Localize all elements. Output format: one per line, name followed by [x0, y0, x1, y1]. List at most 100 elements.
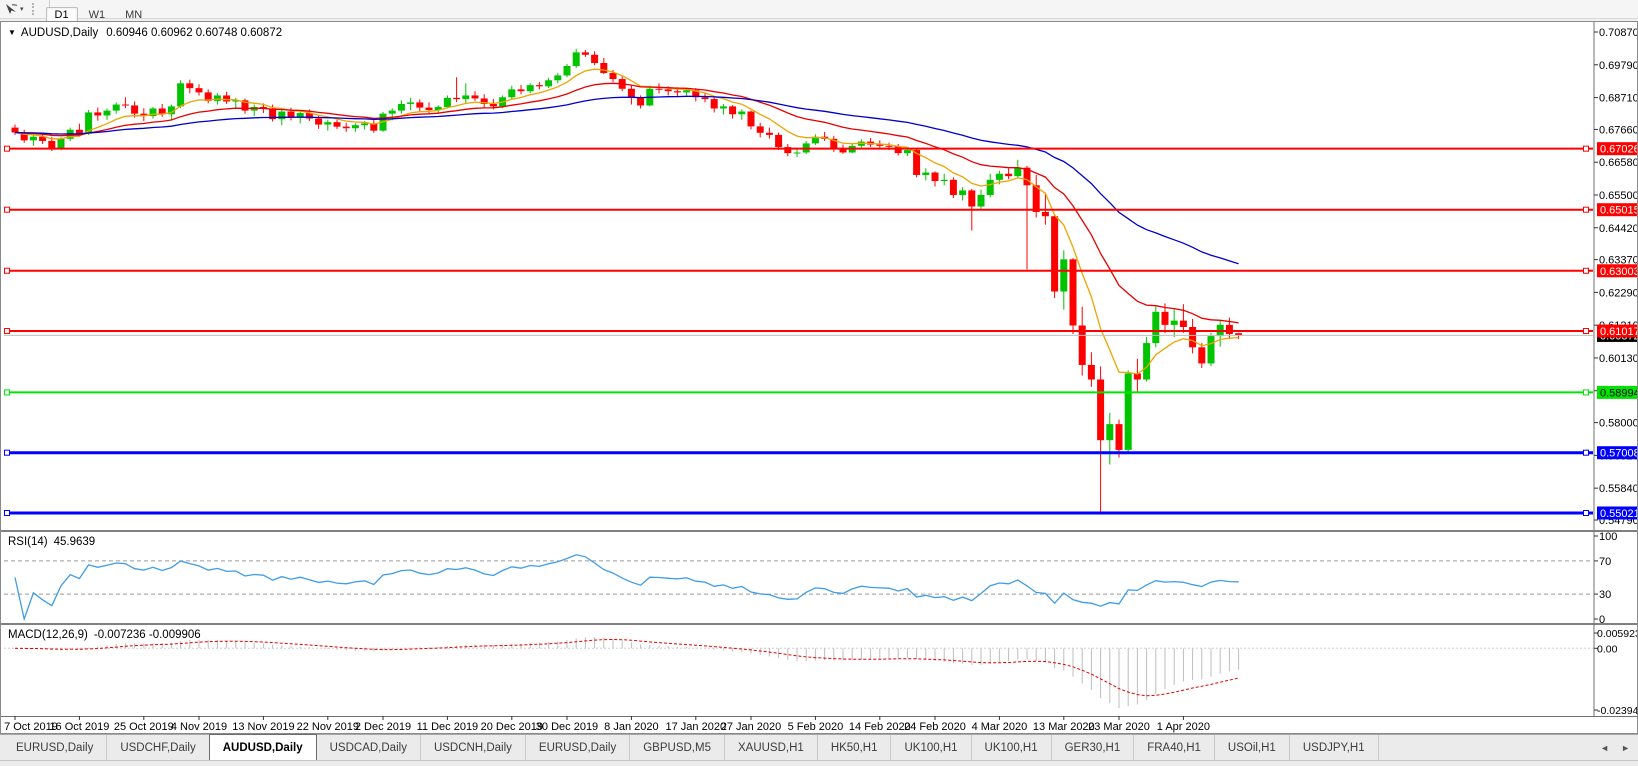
level-line-handle[interactable]: [1583, 449, 1589, 456]
chart-tab-xauusd-h1-7[interactable]: XAUUSD,H1: [725, 735, 818, 760]
horizontal-level-line-0.63003[interactable]: [4, 267, 1593, 274]
candle-body: [830, 138, 838, 150]
date-tick-label: 23 Mar 2020: [1088, 721, 1150, 733]
candle-body: [480, 98, 488, 104]
timeframe-button-mn[interactable]: MN: [125, 9, 143, 21]
timeframe-button-w1[interactable]: W1: [88, 9, 106, 21]
chart-symbol-label: AUDUSD,Daily: [20, 27, 99, 39]
level-line-handle[interactable]: [4, 206, 10, 213]
level-line-handle[interactable]: [1583, 145, 1589, 152]
chart-tabs: EURUSD,Daily USDCHF,Daily AUDUSD,Daily USDC…: [3, 734, 1379, 760]
toolbar-grip[interactable]: [31, 3, 39, 15]
date-tick-label: 25 Oct 2019: [114, 721, 174, 733]
level-line-handle[interactable]: [4, 267, 10, 274]
chart-tab-fra40-h1-12[interactable]: FRA40,H1: [1134, 735, 1215, 760]
candle-body: [1041, 211, 1049, 217]
level-line-handle[interactable]: [4, 449, 10, 456]
level-line-handle[interactable]: [4, 145, 10, 152]
price-tick-label: 0.60130: [1599, 353, 1637, 365]
chart-tab-eurusd-daily-0[interactable]: EURUSD,Daily: [3, 735, 108, 760]
price-tick-label: 0.70870: [1599, 27, 1637, 39]
candle-body: [85, 112, 93, 134]
date-tick-label: 30 Dec 2019: [536, 721, 598, 733]
candle-body: [333, 122, 341, 127]
candle-body: [885, 145, 893, 147]
candle-body: [213, 95, 221, 101]
date-tick-label: 17 Jan 2020: [666, 721, 727, 733]
chart-tab-usdcad-daily-3[interactable]: USDCAD,Daily: [317, 735, 421, 760]
candle-body: [931, 172, 939, 182]
timeframe-button-d1[interactable]: D1: [45, 7, 78, 23]
candle-body: [1161, 311, 1169, 325]
candle-body: [1106, 424, 1114, 441]
candle-body: [1235, 333, 1243, 336]
candle-body: [1032, 185, 1040, 212]
tabs-scroll-right-icon[interactable]: ►: [1621, 742, 1630, 753]
level-price-badge-0.65015: 0.65015: [1597, 203, 1637, 217]
moving-average-line-8: [14, 68, 1239, 375]
badge-text: 0.65015: [1600, 205, 1637, 217]
rsi-tick-label: 30: [1599, 589, 1611, 601]
candle-body: [315, 118, 323, 125]
chart-tab-audusd-daily-2[interactable]: AUDUSD,Daily: [208, 734, 317, 760]
candle-body: [397, 103, 405, 111]
price-tick-label: 0.55840: [1599, 483, 1637, 495]
pane-frame: [1, 22, 1637, 717]
candle-body: [1198, 347, 1206, 364]
horizontal-level-line-0.67026[interactable]: [4, 145, 1593, 152]
chart-tab-hk50-h1-8[interactable]: HK50,H1: [818, 735, 892, 760]
pointer-tool-button[interactable]: ▾: [0, 3, 28, 16]
date-tick-label: 1 Apr 2020: [1157, 721, 1210, 733]
candle-body: [1115, 424, 1123, 450]
price-rsi-separator[interactable]: [1, 530, 1637, 532]
level-line-handle[interactable]: [4, 328, 10, 335]
macd-tick-label: 0.00: [1597, 643, 1618, 655]
level-line-handle[interactable]: [1583, 206, 1589, 213]
horizontal-level-line-0.55021[interactable]: [4, 510, 1593, 517]
badge-background: [1597, 446, 1637, 460]
chart-tab-gbpusd-m5-6[interactable]: GBPUSD,M5: [630, 735, 725, 760]
moving-average-line-21: [14, 82, 1239, 324]
candle-body: [655, 88, 663, 90]
candle-body: [342, 126, 350, 129]
horizontal-level-line-0.65015[interactable]: [4, 206, 1593, 213]
horizontal-level-line-0.61017[interactable]: [4, 328, 1593, 335]
candle-body: [793, 152, 801, 154]
date-tick-label: 22 Nov 2019: [297, 721, 359, 733]
timeframes-toolbar: ▾ M1M5M15M30H1H4D1W1MN: [0, 0, 1638, 35]
date-tick-label: 4 Nov 2019: [171, 721, 227, 733]
candle-body: [959, 190, 967, 195]
candle-body: [1023, 167, 1031, 186]
date-tick-label: 4 Mar 2020: [972, 721, 1028, 733]
horizontal-level-line-0.57008[interactable]: [4, 449, 1593, 456]
chart-tab-usdjpy-h1-14[interactable]: USDJPY,H1: [1290, 735, 1379, 760]
chart-tab-ger30-h1-11[interactable]: GER30,H1: [1052, 735, 1135, 760]
level-line-handle[interactable]: [4, 389, 10, 396]
rsi-macd-separator[interactable]: [1, 623, 1637, 625]
horizontal-level-line-0.58994[interactable]: [4, 389, 1593, 396]
price-tick-label: 0.58000: [1599, 418, 1637, 430]
chart-tab-usdchf-daily-1[interactable]: USDCHF,Daily: [107, 735, 210, 760]
candle-body: [673, 91, 681, 93]
chart-canvas: 0.70870 0.69790 0.68710 0.67660 0.66580 0.655…: [1, 22, 1637, 733]
level-line-handle[interactable]: [1583, 389, 1589, 396]
candle-body: [775, 134, 783, 148]
chart-tab-uk100-h1-9[interactable]: UK100,H1: [891, 735, 972, 760]
candle-body: [416, 102, 424, 108]
candle-body: [75, 129, 83, 134]
dropdown-caret-icon[interactable]: ▾: [20, 6, 24, 13]
chart-tab-eurusd-daily-5[interactable]: EURUSD,Daily: [526, 735, 631, 760]
tabs-scroll-left-icon[interactable]: ◄: [1600, 742, 1610, 753]
candle-body: [471, 95, 479, 99]
chart-tab-usoil-h1-13[interactable]: USOil,H1: [1215, 735, 1290, 760]
level-line-handle[interactable]: [1583, 267, 1589, 274]
chart-tab-usdcnh-daily-4[interactable]: USDCNH,Daily: [421, 735, 526, 760]
chart-tab-uk100-h1-10[interactable]: UK100,H1: [972, 735, 1052, 760]
level-line-handle[interactable]: [4, 510, 10, 517]
collapse-triangle-icon[interactable]: ▼: [8, 28, 16, 37]
candle-body: [1189, 327, 1197, 348]
level-line-handle[interactable]: [1583, 328, 1589, 335]
level-line-handle[interactable]: [1583, 510, 1589, 517]
candle-body: [407, 102, 415, 104]
candle-body: [701, 97, 709, 100]
